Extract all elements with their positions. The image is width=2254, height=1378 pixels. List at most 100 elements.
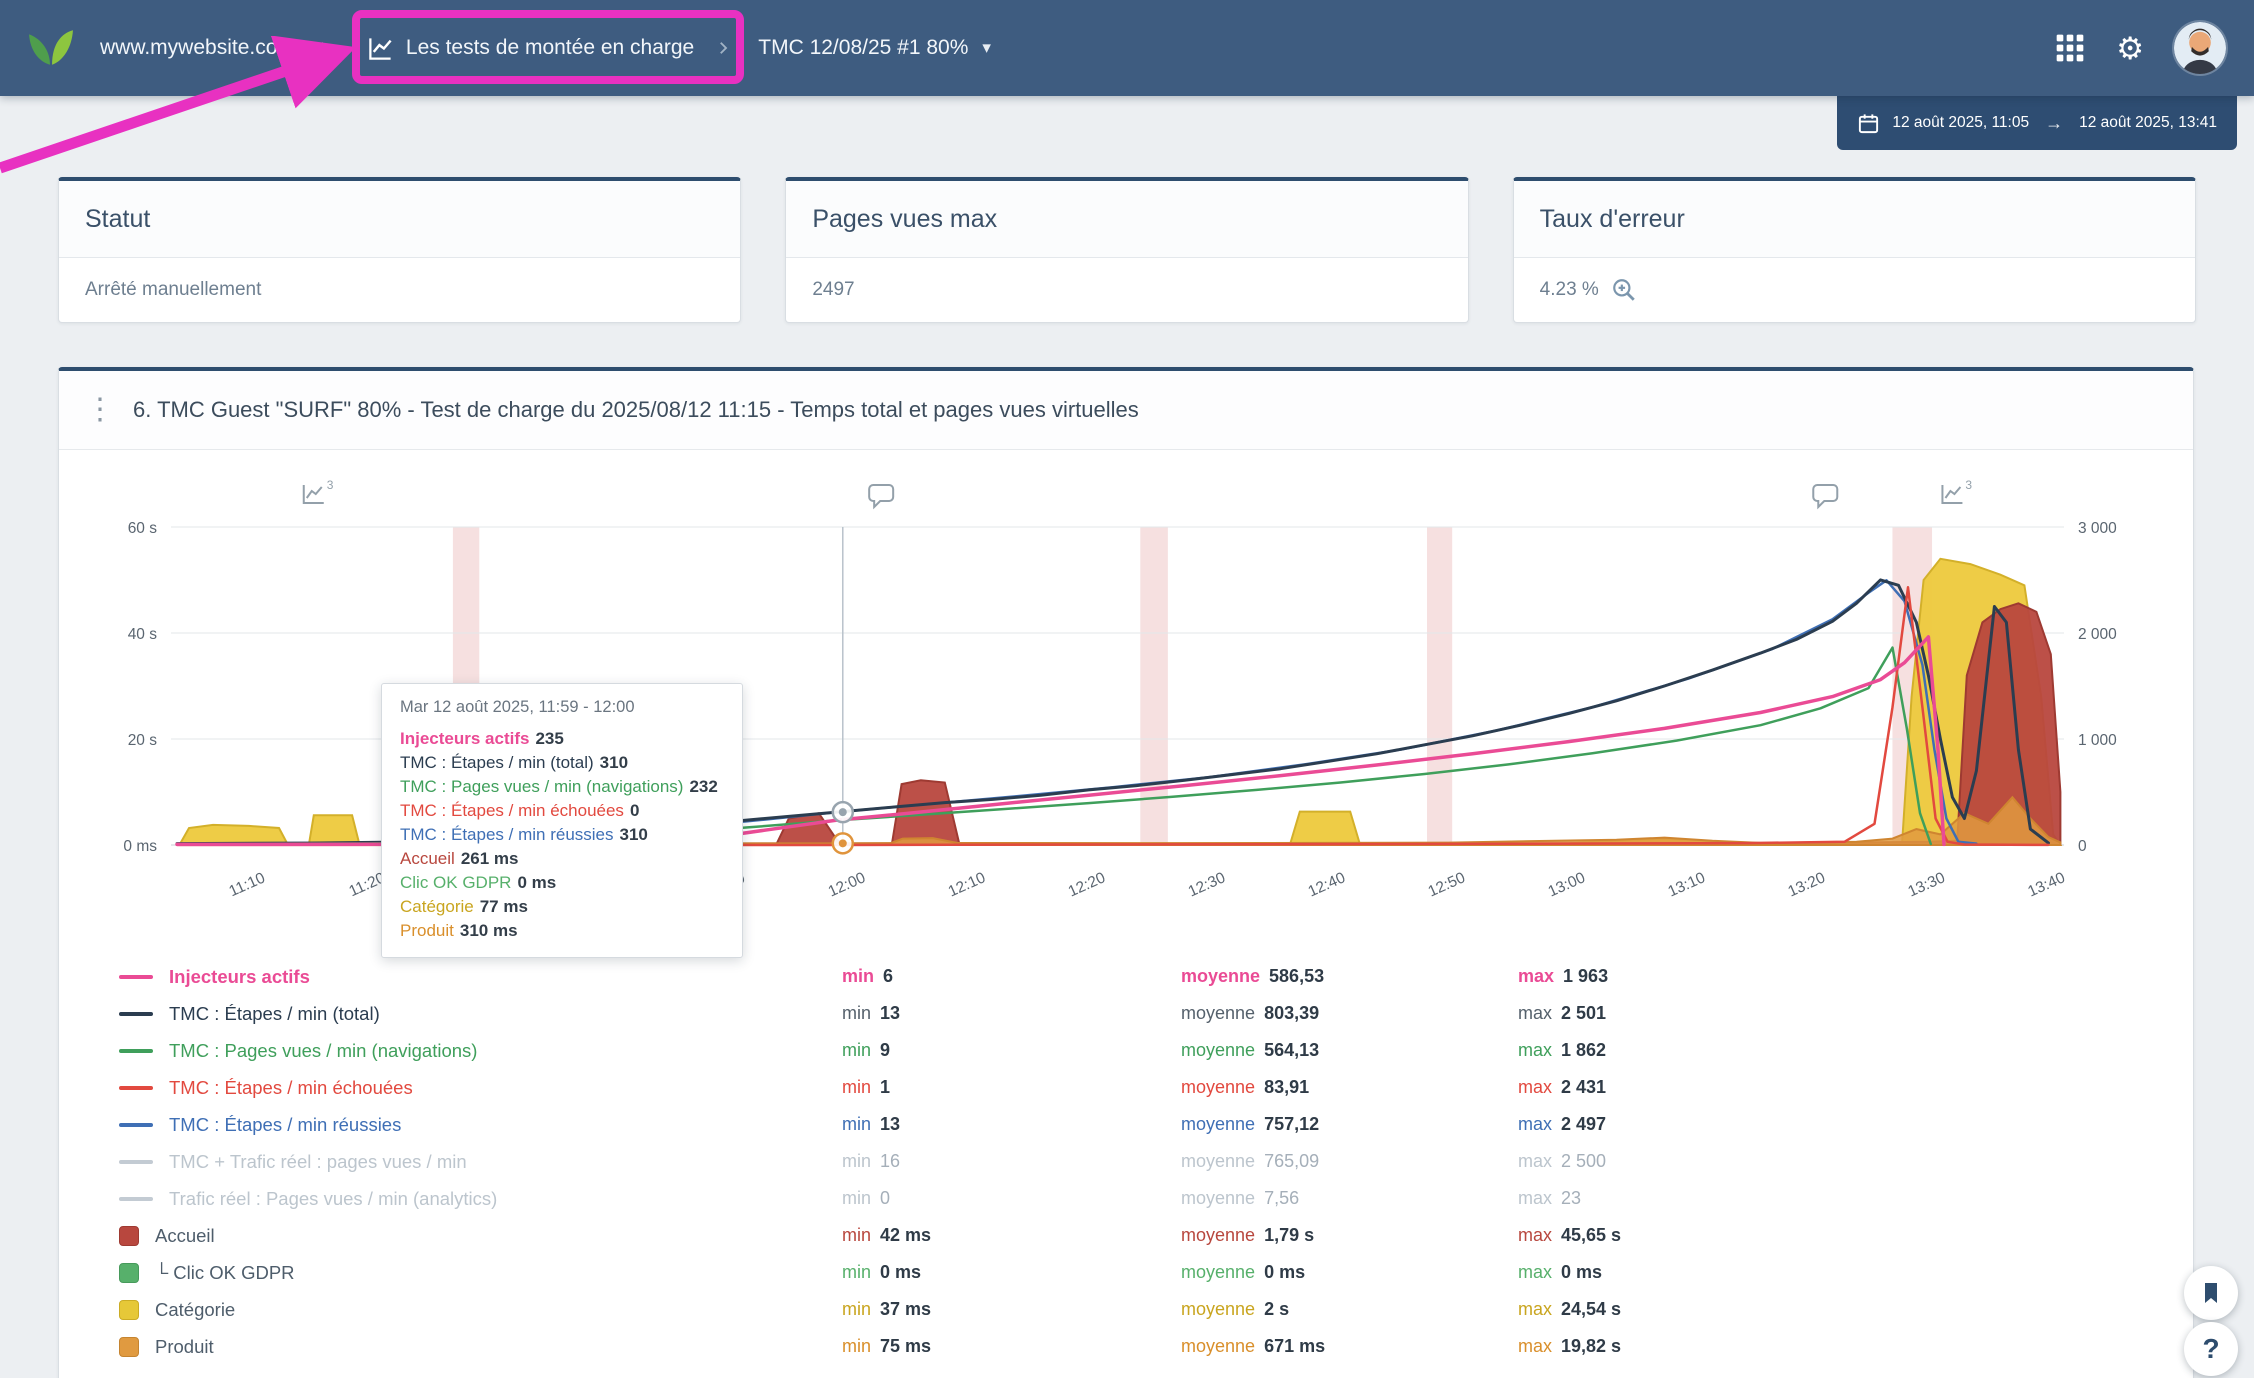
legend-stat-avg: moyenne 7,56 bbox=[1181, 1188, 1300, 1208]
legend-row[interactable]: TMC + Trafic réel : pages vues / min min 1… bbox=[59, 1143, 2193, 1180]
breadcrumb-site[interactable]: www.mywebsite.com bbox=[100, 36, 295, 59]
apps-grid-icon[interactable] bbox=[2054, 32, 2086, 64]
legend-label: TMC : Étapes / min échouées bbox=[169, 1076, 413, 1098]
legend-stat-avg: moyenne 586,53 bbox=[1181, 966, 1325, 986]
card-title: Taux d'erreur bbox=[1539, 204, 1685, 233]
legend-stat-min: min 0 bbox=[842, 1188, 891, 1208]
legend-label: TMC + Trafic réel : pages vues / min bbox=[169, 1150, 467, 1172]
svg-text:0 ms: 0 ms bbox=[123, 838, 157, 855]
legend-row[interactable]: Accueil min 42 ms moyenne 1,79 s max 45,65 s bbox=[59, 1217, 2193, 1254]
legend-stat-min: min 0 ms bbox=[842, 1262, 922, 1282]
date-range-picker[interactable]: 12 août 2025, 11:05 → 12 août 2025, 13:4… bbox=[1837, 96, 2237, 150]
legend-stat-max: max 19,82 s bbox=[1518, 1336, 1622, 1356]
legend-row[interactable]: TMC : Étapes / min échouées min 1 moyenne 83… bbox=[59, 1069, 2193, 1106]
legend-stat-avg: moyenne 671 ms bbox=[1181, 1336, 1326, 1356]
legend-label: Produit bbox=[155, 1335, 214, 1357]
line-chart-icon bbox=[369, 37, 392, 60]
comment-annotation-icon[interactable] bbox=[868, 484, 895, 510]
legend-row[interactable]: └ Clic OK GDPR min 0 ms moyenne 0 ms max 0 ms bbox=[59, 1254, 2193, 1291]
legend-line-swatch bbox=[119, 974, 153, 979]
zoom-in-icon[interactable] bbox=[1611, 277, 1637, 303]
legend-line-swatch bbox=[119, 1159, 153, 1164]
legend-stat-max: max 45,65 s bbox=[1518, 1225, 1622, 1245]
svg-text:60 s: 60 s bbox=[128, 520, 158, 537]
legend-row[interactable]: TMC : Pages vues / min (navigations) min 9… bbox=[59, 1032, 2193, 1069]
legend-stat-min: min 16 bbox=[842, 1151, 901, 1171]
app-logo-icon[interactable] bbox=[28, 29, 74, 67]
legend-stat-min: min 13 bbox=[842, 1114, 901, 1134]
test-run-selector[interactable]: TMC 12/08/25 #1 80% ▾ bbox=[758, 36, 991, 60]
svg-text:13:00: 13:00 bbox=[1546, 869, 1589, 900]
legend-line-swatch bbox=[119, 1122, 153, 1127]
legend-square-swatch bbox=[119, 1336, 139, 1357]
kebab-menu-icon[interactable]: ⋮ bbox=[85, 393, 115, 426]
chevron-down-icon: ▾ bbox=[982, 38, 991, 57]
legend-stat-max: max 2 500 bbox=[1518, 1151, 1607, 1171]
card-value: Arrêté manuellement bbox=[85, 279, 262, 300]
comment-annotation-icon[interactable] bbox=[1812, 484, 1839, 510]
breadcrumb-section-label: Les tests de montée en charge bbox=[405, 36, 695, 59]
question-mark-icon: ? bbox=[2202, 1333, 2220, 1364]
chevron-right-icon bbox=[315, 39, 333, 57]
legend-line-swatch bbox=[119, 1048, 153, 1053]
legend-row[interactable]: TMC : Étapes / min réussies min 13 moyenne 7… bbox=[59, 1106, 2193, 1143]
legend-row[interactable]: Produit min 75 ms moyenne 671 ms max 19,82 s bbox=[59, 1328, 2193, 1365]
legend-stat-min: min 42 ms bbox=[842, 1225, 932, 1245]
legend-row[interactable]: TMC : Étapes / min (total) min 13 moyenne 80… bbox=[59, 995, 2193, 1032]
bookmark-icon bbox=[2205, 1283, 2217, 1303]
panel-title: 6. TMC Guest "SURF" 80% - Test de charge… bbox=[133, 397, 1139, 422]
chart-tooltip: Mar 12 août 2025, 11:59 - 12:00 Injecteu… bbox=[381, 683, 743, 958]
svg-text:13:30: 13:30 bbox=[1905, 869, 1948, 900]
tooltip-row: Injecteurs actifs 235 bbox=[400, 729, 564, 748]
panel-header: ⋮ 6. TMC Guest "SURF" 80% - Test de char… bbox=[59, 371, 2193, 450]
tooltip-row: TMC : Étapes / min (total) 310 bbox=[400, 753, 629, 772]
user-avatar[interactable] bbox=[2174, 22, 2226, 74]
svg-text:12:50: 12:50 bbox=[1426, 869, 1469, 900]
card-statut: Statut Arrêté manuellement bbox=[58, 177, 742, 323]
legend-stat-min: min 75 ms bbox=[842, 1336, 932, 1356]
svg-text:40 s: 40 s bbox=[128, 626, 158, 643]
help-button[interactable]: ? bbox=[2184, 1322, 2238, 1376]
legend-stat-min: min 6 bbox=[842, 966, 894, 986]
legend-stat-min: min 1 bbox=[842, 1077, 891, 1097]
legend-label: Trafic réel : Pages vues / min (analytic… bbox=[169, 1187, 498, 1209]
tooltip-row: Catégorie 77 ms bbox=[400, 897, 528, 916]
legend-stat-max: max 2 497 bbox=[1518, 1114, 1607, 1134]
card-value: 4.23 % bbox=[1539, 279, 1599, 300]
bookmark-button[interactable] bbox=[2184, 1266, 2238, 1320]
arrow-right-icon: → bbox=[2045, 112, 2064, 133]
legend-row[interactable]: Injecteurs actifs min 6 moyenne 586,53 max 1 9… bbox=[59, 958, 2193, 995]
svg-text:2 000: 2 000 bbox=[2078, 626, 2117, 643]
tooltip-row: Accueil 261 ms bbox=[400, 849, 519, 868]
charts-annotation-icon[interactable]: 3 bbox=[1941, 478, 1972, 504]
top-navbar: www.mywebsite.com Les tests de montée en… bbox=[0, 0, 2254, 96]
breadcrumb-section-load-tests[interactable]: Les tests de montée en charge bbox=[367, 35, 694, 62]
card-title: Pages vues max bbox=[812, 204, 998, 233]
chart-legend: Injecteurs actifs min 6 moyenne 586,53 max 1 9… bbox=[59, 958, 2193, 1365]
settings-gears-icon[interactable]: ⚙ bbox=[2116, 30, 2144, 66]
legend-stat-max: max 2 501 bbox=[1518, 1003, 1607, 1023]
legend-stat-min: min 9 bbox=[842, 1040, 891, 1060]
legend-label: Catégorie bbox=[155, 1298, 236, 1320]
tooltip-title: Mar 12 août 2025, 11:59 - 12:00 bbox=[400, 698, 635, 716]
chevron-right-icon bbox=[714, 39, 732, 57]
legend-line-swatch bbox=[119, 1085, 153, 1090]
svg-text:12:40: 12:40 bbox=[1306, 869, 1349, 900]
legend-row[interactable]: Catégorie min 37 ms moyenne 2 s max 24,54 s bbox=[59, 1291, 2193, 1328]
legend-stat-max: max 0 ms bbox=[1518, 1262, 1603, 1282]
tooltip-row: TMC : Étapes / min réussies 310 bbox=[400, 825, 648, 844]
svg-text:12:00: 12:00 bbox=[826, 869, 869, 900]
date-range-end: 12 août 2025, 13:41 bbox=[2079, 114, 2217, 131]
legend-stat-max: max 1 862 bbox=[1518, 1040, 1607, 1060]
charts-annotation-icon[interactable]: 3 bbox=[302, 478, 334, 504]
card-pages-vues-max: Pages vues max 2497 bbox=[785, 177, 1469, 323]
legend-row[interactable]: Trafic réel : Pages vues / min (analytic… bbox=[59, 1180, 2193, 1217]
legend-square-swatch bbox=[119, 1225, 139, 1246]
kpi-cards-row: Statut Arrêté manuellement Pages vues ma… bbox=[58, 177, 2196, 323]
legend-stat-avg: moyenne 765,09 bbox=[1181, 1151, 1320, 1171]
legend-stat-min: min 13 bbox=[842, 1003, 901, 1023]
legend-stat-avg: moyenne 757,12 bbox=[1181, 1114, 1320, 1134]
legend-stat-avg: moyenne 803,39 bbox=[1181, 1003, 1320, 1023]
legend-label: TMC : Étapes / min (total) bbox=[169, 1002, 380, 1024]
